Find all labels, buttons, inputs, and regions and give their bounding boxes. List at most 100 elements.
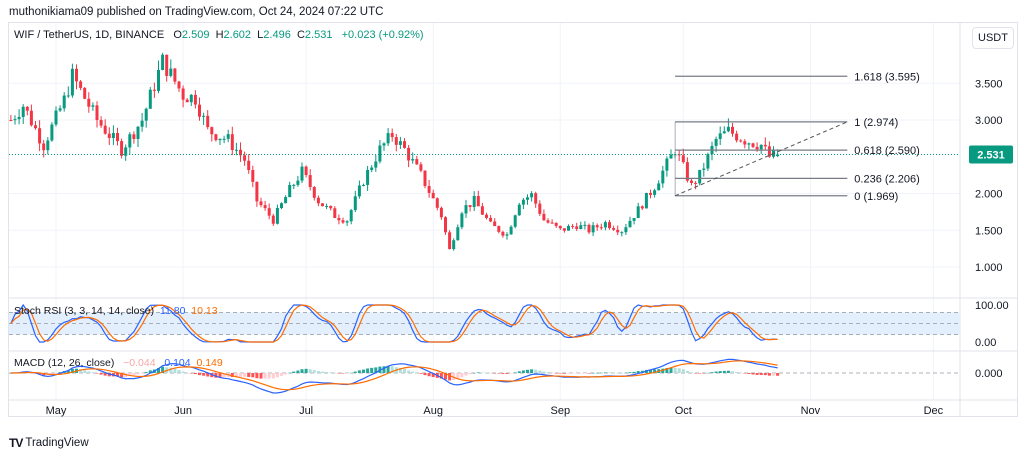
candle-body [649, 192, 652, 195]
candle-body [653, 190, 657, 195]
candle-body [718, 133, 722, 139]
macd-histogram-bar [690, 372, 693, 373]
macd-histogram-bar [694, 373, 698, 374]
candle-body [681, 155, 685, 163]
stoch-rsi-legend[interactable]: Stoch RSI (3, 3, 14, 14, close) 11.80 10… [14, 305, 218, 317]
macd-histogram-bar [530, 369, 534, 373]
macd-legend[interactable]: MACD (12, 26, close) −0.044 0.104 0.149 [14, 357, 223, 369]
macd-histogram-bar [116, 373, 119, 377]
macd-histogram-bar [501, 373, 505, 374]
macd-histogram-bar [722, 370, 726, 373]
candle-body [247, 160, 251, 171]
macd-histogram-bar [120, 373, 124, 378]
macd-histogram-bar [624, 372, 628, 374]
candle-body [485, 214, 488, 218]
candle-body [70, 68, 74, 96]
candle-body [189, 94, 193, 103]
macd-histogram-bar [136, 373, 140, 375]
candle-body [222, 138, 226, 140]
time-tick-label: Sep [551, 405, 571, 417]
macd-histogram-bar [599, 372, 603, 374]
candle-body [132, 134, 136, 139]
macd-histogram-bar [349, 372, 353, 374]
candle-body [34, 125, 37, 129]
candle-body [140, 120, 144, 127]
candle-body [763, 144, 767, 147]
candle-body [460, 213, 464, 228]
macd-histogram-bar [452, 373, 456, 381]
tradingview-branding[interactable]: TV TradingView [9, 436, 89, 450]
macd-histogram-bar [747, 373, 751, 374]
candle-body [296, 180, 300, 185]
candle-body [173, 68, 177, 82]
candle-body [325, 205, 329, 207]
symbol-title[interactable]: WIF / TetherUS, 1D, BINANCE [14, 29, 165, 41]
macd-histogram-bar [132, 373, 136, 376]
candle-body [169, 68, 173, 76]
macd-histogram-bar [239, 373, 242, 377]
macd-histogram-bar [776, 373, 780, 376]
candle-body [398, 141, 402, 145]
candle-body [349, 210, 353, 222]
macd-histogram-bar [312, 370, 316, 373]
candle-body [591, 225, 595, 233]
macd-histogram-bar [296, 370, 300, 373]
candle-body [263, 205, 267, 209]
candle-body [120, 141, 124, 156]
macd-histogram-bar [677, 368, 681, 373]
candle-body [267, 208, 271, 216]
candle-body [595, 225, 599, 228]
candle-body [91, 105, 95, 107]
candle-body [735, 133, 739, 141]
macd-histogram-bar [181, 371, 185, 373]
macd-histogram-bar [230, 373, 234, 378]
candle-body [554, 222, 558, 226]
candle-body [521, 199, 525, 205]
last-price-badge [969, 145, 1013, 164]
candle-body [776, 154, 780, 157]
macd-histogram-bar [612, 372, 616, 374]
macd-histogram-bar [333, 372, 337, 374]
price-tick-label: 3.000 [975, 115, 1003, 127]
stoch-axis-label: 100.00 [975, 300, 1009, 312]
fib-level-label: 0.618 (2.590) [854, 145, 919, 157]
candle-body [181, 88, 185, 100]
macd-histogram-bar [575, 373, 579, 374]
candle-body [456, 227, 460, 241]
macd-histogram-bar [202, 373, 206, 376]
symbol-legend: WIF / TetherUS, 1D, BINANCE O2.509 H2.60… [14, 29, 424, 41]
macd-histogram-bar [743, 373, 747, 374]
macd-histogram-bar [448, 373, 452, 381]
currency-button[interactable]: USDT [972, 27, 1014, 49]
candle-body [706, 154, 710, 169]
candle-body [370, 167, 374, 170]
candle-body [517, 204, 521, 216]
stoch-d-line [10, 304, 778, 343]
candle-body [83, 87, 87, 99]
candle-body [144, 108, 148, 121]
macd-histogram-bar [382, 366, 386, 373]
candle-body [644, 192, 648, 209]
macd-histogram-bar [669, 367, 673, 373]
candle-body [616, 229, 620, 233]
macd-histogram-bar [772, 373, 775, 376]
candle-body [152, 89, 156, 91]
macd-histogram-bar [464, 373, 468, 376]
macd-histogram-bar [161, 366, 165, 373]
macd-histogram-bar [632, 371, 636, 373]
candle-body [95, 105, 99, 121]
candle-body [177, 81, 181, 89]
candle-body [759, 144, 763, 150]
macd-histogram-bar [763, 373, 767, 376]
candle-body [427, 186, 431, 193]
candle-body [386, 133, 390, 144]
candle-body [111, 133, 115, 139]
candle-body [694, 182, 698, 184]
macd-histogram-bar [427, 373, 431, 377]
candle-body [472, 196, 476, 207]
candle-body [685, 162, 689, 181]
candle-body [251, 170, 255, 182]
macd-histogram-bar [698, 373, 702, 374]
macd-histogram-bar [177, 369, 181, 373]
